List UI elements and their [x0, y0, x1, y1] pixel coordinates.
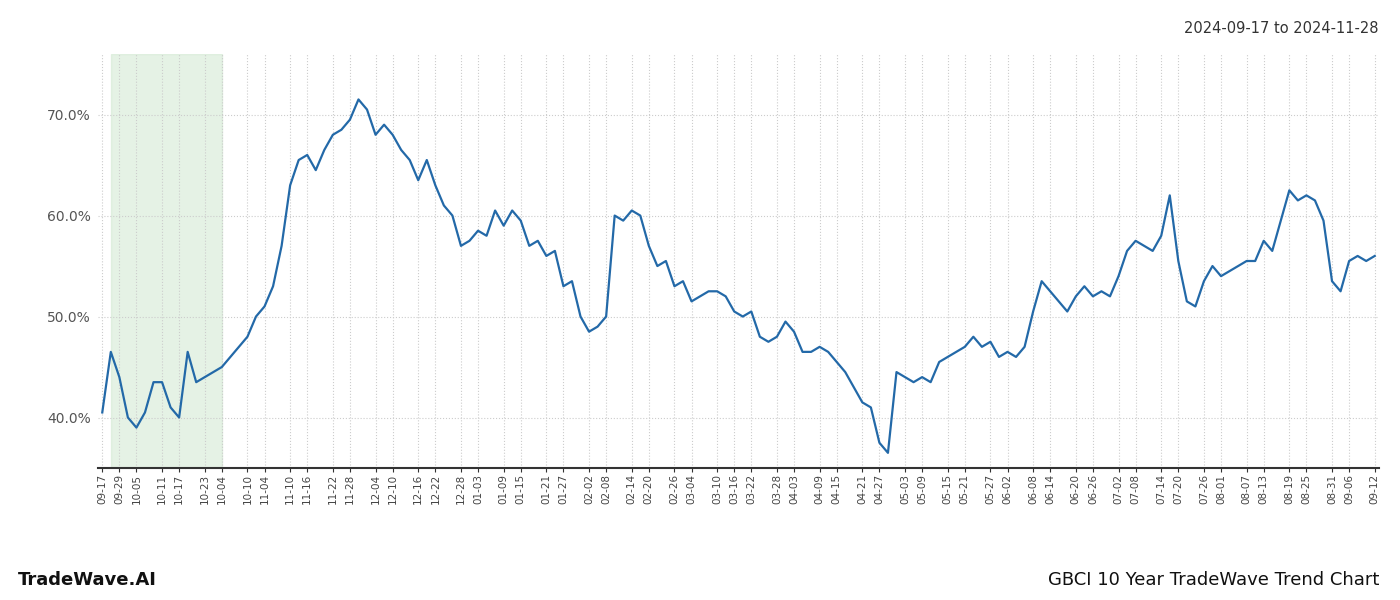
Text: GBCI 10 Year TradeWave Trend Chart: GBCI 10 Year TradeWave Trend Chart — [1047, 571, 1379, 589]
Text: 2024-09-17 to 2024-11-28: 2024-09-17 to 2024-11-28 — [1184, 21, 1379, 36]
Bar — [111, 54, 221, 468]
Text: TradeWave.AI: TradeWave.AI — [18, 571, 157, 589]
